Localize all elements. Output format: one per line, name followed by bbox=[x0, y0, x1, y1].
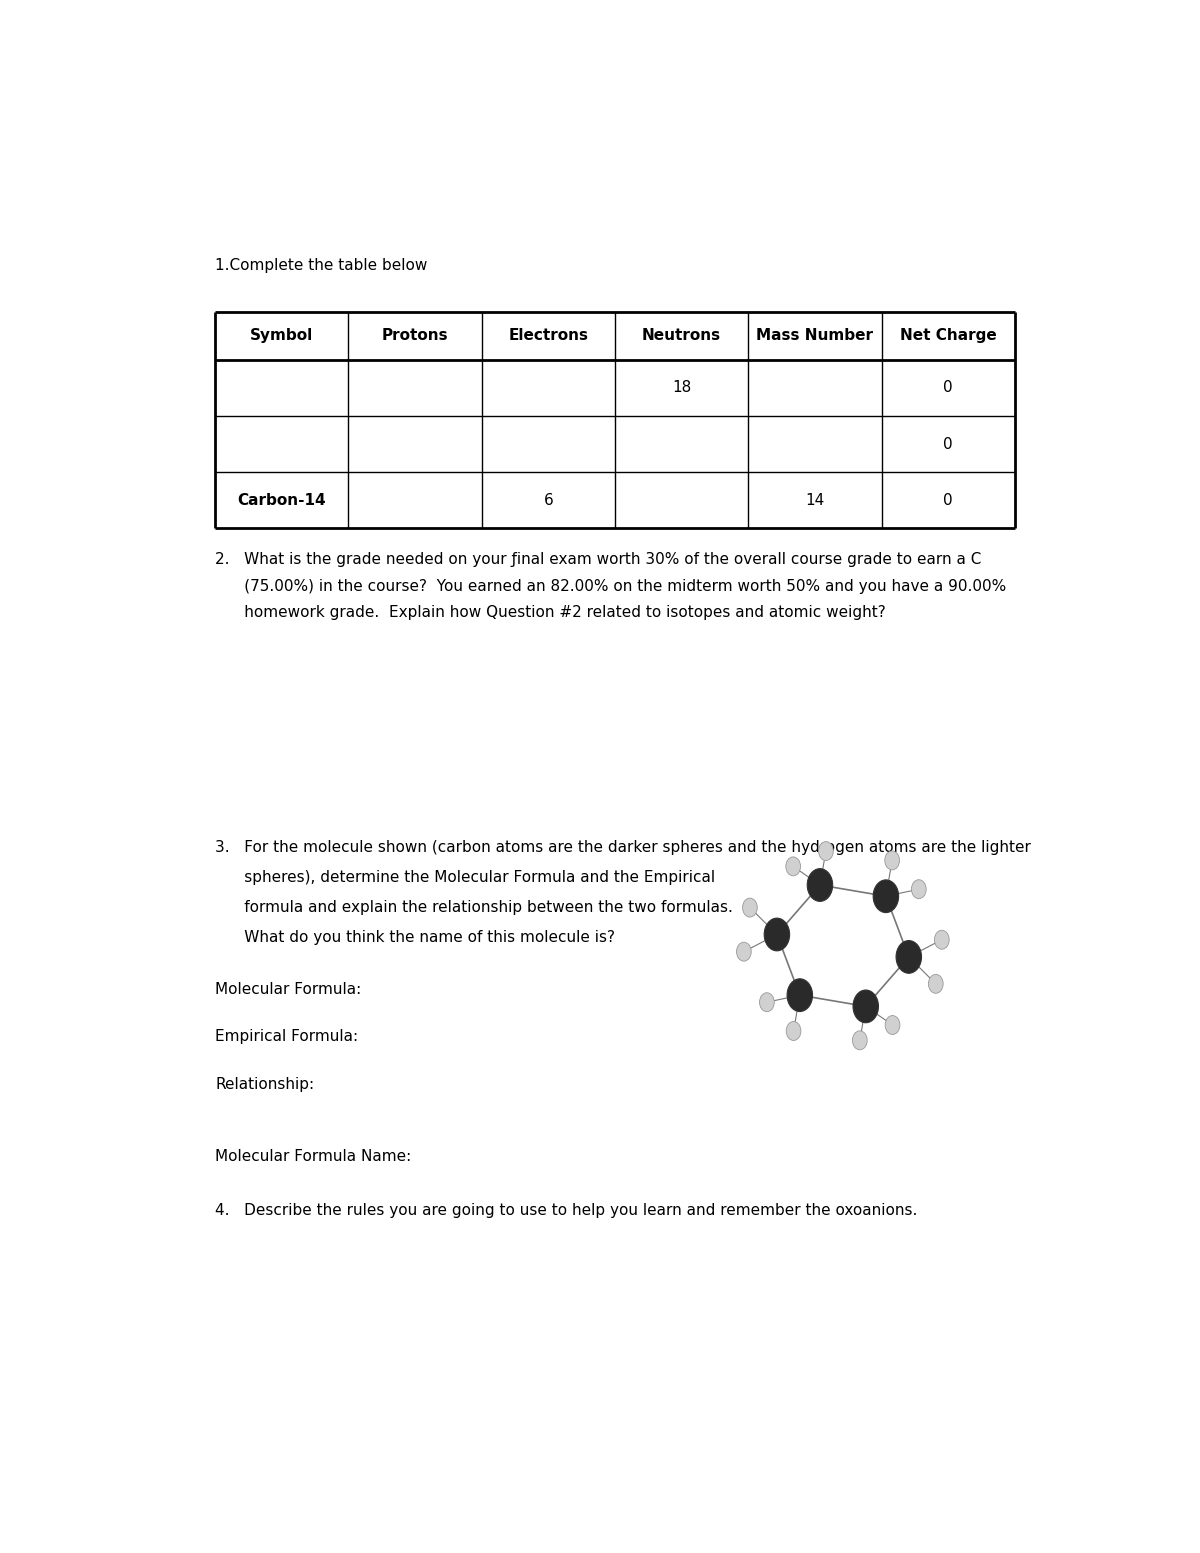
Circle shape bbox=[737, 943, 751, 961]
Text: 14: 14 bbox=[805, 492, 824, 508]
Text: Electrons: Electrons bbox=[509, 328, 588, 343]
Text: Empirical Formula:: Empirical Formula: bbox=[215, 1030, 359, 1045]
Circle shape bbox=[912, 879, 926, 899]
Text: homework grade.  Explain how Question #2 related to isotopes and atomic weight?: homework grade. Explain how Question #2 … bbox=[215, 604, 886, 620]
Text: Net Charge: Net Charge bbox=[900, 328, 997, 343]
Text: spheres), determine the Molecular Formula and the Empirical: spheres), determine the Molecular Formul… bbox=[215, 870, 715, 885]
Circle shape bbox=[787, 978, 812, 1011]
Text: 4.   Describe the rules you are going to use to help you learn and remember the : 4. Describe the rules you are going to u… bbox=[215, 1204, 918, 1218]
Text: 0: 0 bbox=[943, 380, 953, 396]
Text: Molecular Formula Name:: Molecular Formula Name: bbox=[215, 1149, 412, 1165]
Text: Mass Number: Mass Number bbox=[756, 328, 874, 343]
Circle shape bbox=[852, 1031, 868, 1050]
Circle shape bbox=[886, 1016, 900, 1034]
Circle shape bbox=[884, 851, 900, 870]
Text: 18: 18 bbox=[672, 380, 691, 396]
Text: Neutrons: Neutrons bbox=[642, 328, 721, 343]
Circle shape bbox=[935, 930, 949, 949]
Text: What do you think the name of this molecule is?: What do you think the name of this molec… bbox=[215, 930, 616, 946]
Text: formula and explain the relationship between the two formulas.: formula and explain the relationship bet… bbox=[215, 901, 733, 915]
Text: 2.   What is the grade needed on your ƒinal exam worth 30% of the overall course: 2. What is the grade needed on your ƒina… bbox=[215, 553, 982, 567]
Circle shape bbox=[764, 918, 790, 950]
Circle shape bbox=[896, 941, 922, 974]
Circle shape bbox=[808, 868, 833, 901]
Text: Carbon-14: Carbon-14 bbox=[238, 492, 326, 508]
Text: Molecular Formula:: Molecular Formula: bbox=[215, 981, 361, 997]
Circle shape bbox=[874, 881, 899, 913]
Text: 6: 6 bbox=[544, 492, 553, 508]
Text: 0: 0 bbox=[943, 436, 953, 452]
Circle shape bbox=[786, 1022, 800, 1041]
Text: Relationship:: Relationship: bbox=[215, 1078, 314, 1092]
Circle shape bbox=[929, 974, 943, 994]
Text: Protons: Protons bbox=[382, 328, 449, 343]
Circle shape bbox=[786, 857, 800, 876]
Text: (75.00%) in the course?  You earned an 82.00% on the midterm worth 50% and you h: (75.00%) in the course? You earned an 82… bbox=[215, 579, 1007, 593]
Circle shape bbox=[743, 898, 757, 918]
Text: 1.Complete the table below: 1.Complete the table below bbox=[215, 258, 427, 273]
Text: Symbol: Symbol bbox=[250, 328, 313, 343]
Circle shape bbox=[818, 842, 833, 860]
Circle shape bbox=[853, 989, 878, 1023]
Text: 0: 0 bbox=[943, 492, 953, 508]
Circle shape bbox=[760, 992, 774, 1011]
Text: 3.   For the molecule shown (carbon atoms are the darker spheres and the hydroge: 3. For the molecule shown (carbon atoms … bbox=[215, 840, 1031, 856]
